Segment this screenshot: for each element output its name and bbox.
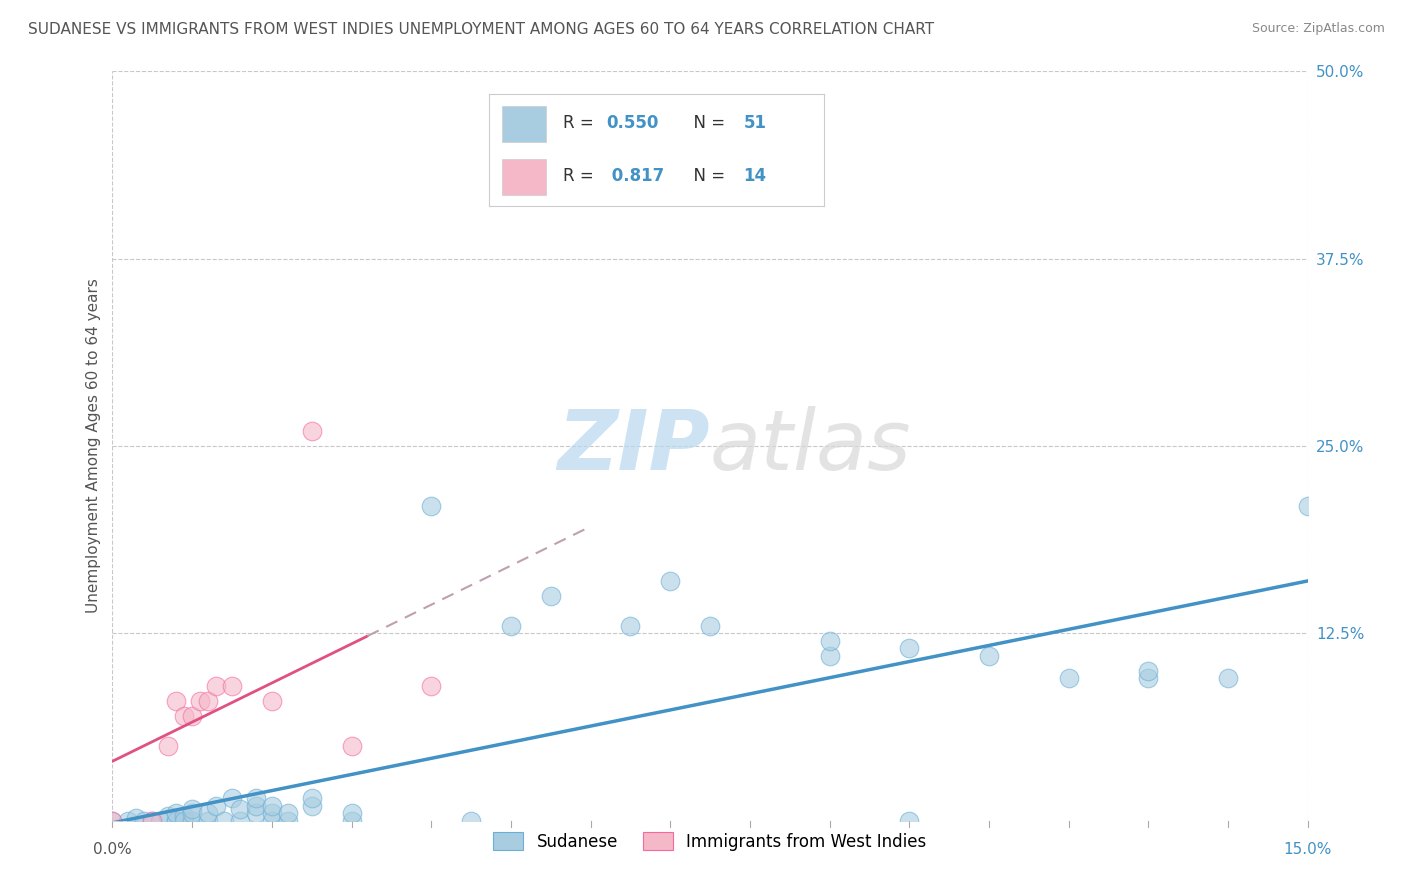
Point — [197, 814, 219, 828]
Point — [340, 739, 363, 753]
Text: ZIP: ZIP — [557, 406, 710, 486]
Point — [173, 814, 195, 828]
Point — [141, 814, 163, 828]
Point — [221, 679, 243, 693]
Point — [977, 648, 1000, 663]
Point — [134, 814, 156, 828]
Text: 15.0%: 15.0% — [1284, 842, 1331, 856]
Point — [181, 806, 204, 821]
Legend: Sudanese, Immigrants from West Indies: Sudanese, Immigrants from West Indies — [486, 826, 934, 857]
Point — [212, 814, 235, 828]
Point — [1137, 671, 1160, 685]
Point — [101, 814, 124, 828]
Point — [165, 694, 187, 708]
Point — [165, 814, 187, 828]
Point — [277, 814, 299, 828]
Point — [540, 589, 562, 603]
Point — [818, 633, 841, 648]
Point — [340, 814, 363, 828]
Point — [245, 791, 267, 805]
Point — [301, 798, 323, 813]
Point — [260, 814, 283, 828]
Point — [301, 791, 323, 805]
Point — [699, 619, 721, 633]
Text: 0.0%: 0.0% — [93, 842, 132, 856]
Point — [245, 798, 267, 813]
Point — [260, 694, 283, 708]
Point — [157, 809, 180, 823]
Point — [245, 806, 267, 821]
Point — [260, 806, 283, 821]
Point — [141, 814, 163, 828]
Point — [157, 739, 180, 753]
Text: atlas: atlas — [710, 406, 911, 486]
Point — [197, 694, 219, 708]
Point — [117, 814, 139, 828]
Point — [898, 641, 921, 656]
Point — [301, 424, 323, 438]
Point — [205, 798, 228, 813]
Point — [221, 791, 243, 805]
Point — [188, 694, 211, 708]
Point — [898, 814, 921, 828]
Point — [260, 798, 283, 813]
Point — [173, 708, 195, 723]
Y-axis label: Unemployment Among Ages 60 to 64 years: Unemployment Among Ages 60 to 64 years — [86, 278, 101, 614]
Point — [181, 814, 204, 828]
Point — [173, 809, 195, 823]
Point — [340, 806, 363, 821]
Point — [165, 814, 187, 828]
Point — [229, 814, 252, 828]
Point — [197, 806, 219, 821]
Point — [149, 814, 172, 828]
Text: SUDANESE VS IMMIGRANTS FROM WEST INDIES UNEMPLOYMENT AMONG AGES 60 TO 64 YEARS C: SUDANESE VS IMMIGRANTS FROM WEST INDIES … — [28, 22, 934, 37]
Point — [619, 619, 641, 633]
Point — [277, 806, 299, 821]
Point — [659, 574, 682, 588]
Point — [818, 648, 841, 663]
Point — [1057, 671, 1080, 685]
Point — [1216, 671, 1239, 685]
Point — [181, 708, 204, 723]
Point — [420, 499, 443, 513]
Point — [460, 814, 482, 828]
Point — [205, 679, 228, 693]
Point — [229, 802, 252, 816]
Text: Source: ZipAtlas.com: Source: ZipAtlas.com — [1251, 22, 1385, 36]
Point — [125, 811, 148, 825]
Point — [181, 802, 204, 816]
Point — [499, 619, 522, 633]
Point — [420, 679, 443, 693]
Point — [165, 806, 187, 821]
Point — [101, 814, 124, 828]
Point — [1137, 664, 1160, 678]
Point — [1296, 499, 1319, 513]
